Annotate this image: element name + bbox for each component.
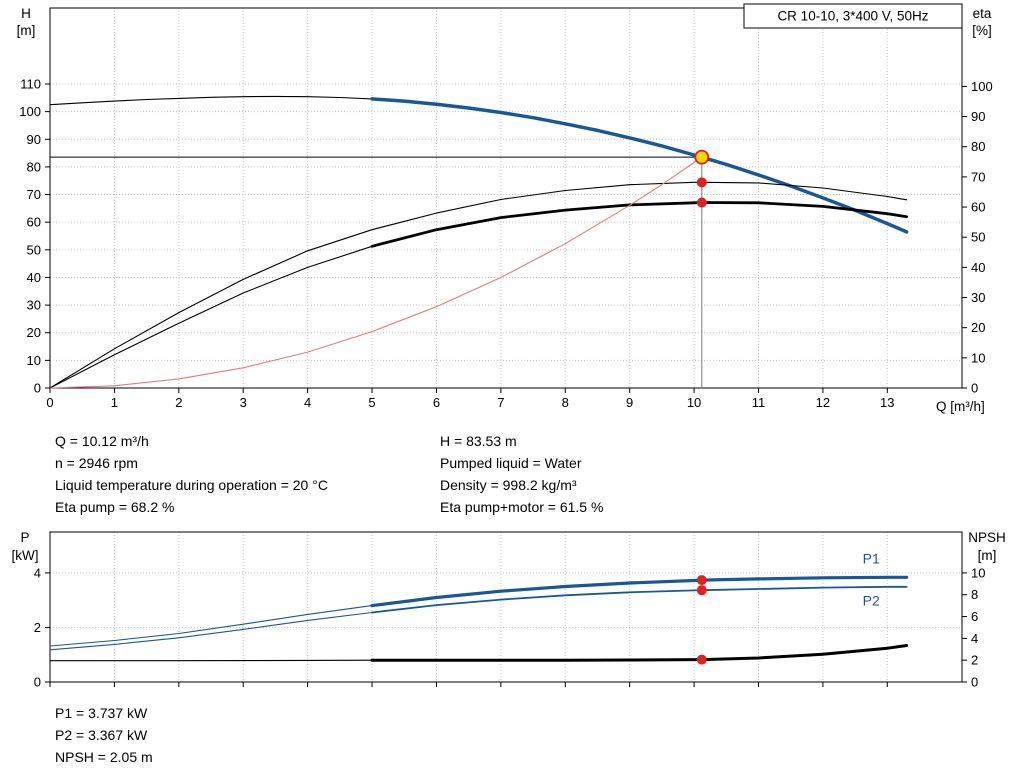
pumped-liquid-value: Pumped liquid = Water: [440, 455, 582, 471]
x-tick-label: 2: [175, 395, 182, 410]
eta-pump-motor-point: [696, 197, 707, 208]
y-left-tick-label: 100: [19, 104, 41, 119]
y-right-axis-title: [%]: [972, 23, 992, 38]
y-right-tick-label: 10: [971, 565, 985, 580]
y-left-axis-title: H: [21, 6, 31, 21]
eta-pump-motor-curve-extension: [49, 245, 373, 389]
density-value: Density = 998.2 kg/m³: [440, 477, 577, 493]
pump-model-box: [743, 3, 963, 29]
y-right-tick-label: 2: [971, 653, 978, 668]
x-tick-label: 3: [240, 395, 247, 410]
pump-model-label: CR 10-10, 3*400 V, 50Hz: [777, 9, 928, 24]
y-right-axis-title: [m]: [978, 548, 997, 563]
y-left-tick-label: 70: [27, 187, 41, 202]
plot-frame: [49, 531, 963, 683]
p2-point: [696, 585, 707, 596]
speed-value: n = 2946 rpm: [55, 455, 138, 471]
p1-value: P1 = 3.737 kW: [55, 705, 148, 721]
head-value: H = 83.53 m: [440, 433, 517, 449]
y-left-tick-label: 0: [34, 675, 41, 690]
p1-point: [696, 575, 707, 586]
p1-curve: [370, 575, 909, 608]
x-tick-label: 7: [497, 395, 504, 410]
y-left-tick-label: 40: [27, 270, 41, 285]
eta-pump-point: [696, 177, 707, 188]
y-right-tick-label: 70: [971, 169, 985, 184]
y-right-axis-title: eta: [973, 6, 992, 21]
y-right-tick-label: 4: [971, 631, 978, 646]
y-right-tick-label: 6: [971, 609, 978, 624]
y-right-tick-label: 30: [971, 290, 985, 305]
y-right-tick-label: 0: [971, 675, 978, 690]
flow-value: Q = 10.12 m³/h: [55, 433, 149, 449]
y-left-tick-label: 10: [27, 353, 41, 368]
y-right-tick-label: 0: [971, 381, 978, 396]
x-tick-label: 1: [111, 395, 118, 410]
eta-pump-motor-value: Eta pump+motor = 61.5 %: [440, 499, 604, 515]
x-tick-label: 8: [562, 395, 569, 410]
y-left-tick-label: 2: [34, 620, 41, 635]
y-left-tick-label: 110: [20, 77, 41, 92]
y-left-tick-label: 30: [27, 298, 41, 313]
x-tick-label: 11: [752, 395, 766, 410]
x-tick-label: 6: [433, 395, 440, 410]
head-efficiency-chart[interactable]: 0 1 2 3 4 5 6 7 8 9 10 11 12 130102030405060708090100…: [0, 0, 1024, 420]
npsh-value: NPSH = 2.05 m: [55, 749, 153, 765]
x-tick-label: 0: [46, 395, 53, 410]
y-left-axis-title: P: [20, 530, 29, 545]
y-right-tick-label: 60: [971, 200, 985, 215]
y-right-axis-title: NPSH: [968, 530, 1006, 545]
y-left-tick-label: 90: [27, 132, 41, 147]
y-left-axis-title: [kW]: [12, 548, 39, 563]
power-npsh-chart[interactable]: 0 2 4 0 2 4 6 8 10 P1 P2 P [kW] NPSH [m]: [0, 524, 1024, 714]
y-right-tick-label: 10: [971, 350, 985, 365]
y-right-tick-label: 20: [971, 320, 985, 335]
p1-curve-extension: [49, 605, 373, 647]
series-label-p1: P1: [863, 550, 880, 566]
y-left-tick-label: 50: [27, 242, 41, 257]
y-left-axis-title: [m]: [17, 23, 36, 38]
p2-curve-extension: [49, 611, 373, 651]
x-tick-label: 9: [626, 395, 633, 410]
qh-curve: [370, 97, 909, 234]
y-right-tick-label: 8: [971, 587, 978, 602]
eta-pump-motor-curve: [370, 201, 908, 248]
duty-point-marker[interactable]: [694, 149, 710, 165]
y-right-tick-label: 80: [971, 139, 985, 154]
duty-summary-right: H = 83.53 m Pumped liquid = Water Densit…: [440, 430, 603, 518]
eta-pump-value: Eta pump = 68.2 %: [55, 499, 175, 515]
y-left-tick-label: 0: [34, 381, 41, 396]
y-left-tick-label: 4: [34, 565, 41, 580]
x-axis-title: Q [m³/h]: [936, 399, 985, 414]
system-curve: [49, 156, 703, 389]
y-right-tick-label: 90: [971, 109, 985, 124]
duty-summary-left: Q = 10.12 m³/h n = 2946 rpm Liquid tempe…: [55, 430, 328, 518]
y-left-tick-label: 60: [27, 215, 41, 230]
y-left-tick-label: 80: [27, 159, 41, 174]
y-right-tick-label: 40: [971, 260, 985, 275]
npsh-curve: [370, 644, 909, 662]
y-left-tick-label: 20: [27, 325, 41, 340]
x-tick-label: 12: [816, 395, 830, 410]
x-tick-label: 5: [368, 395, 375, 410]
x-tick-label: 10: [687, 395, 701, 410]
x-tick-label: 13: [880, 395, 894, 410]
npsh-curve-extension: [49, 659, 373, 662]
series-label-p2: P2: [863, 593, 880, 609]
p2-curve: [371, 585, 908, 614]
npsh-point: [696, 654, 707, 665]
liquid-temperature-value: Liquid temperature during operation = 20…: [55, 477, 328, 493]
y-right-tick-label: 50: [971, 230, 985, 245]
eta-pump-curve: [49, 181, 908, 389]
y-right-tick-label: 100: [971, 79, 993, 94]
p2-value: P2 = 3.367 kW: [55, 727, 148, 743]
qh-curve-extension: [49, 95, 373, 106]
power-summary: P1 = 3.737 kW P2 = 3.367 kW NPSH = 2.05 …: [55, 702, 153, 768]
plot-frame: [49, 7, 963, 389]
x-tick-label: 4: [304, 395, 311, 410]
